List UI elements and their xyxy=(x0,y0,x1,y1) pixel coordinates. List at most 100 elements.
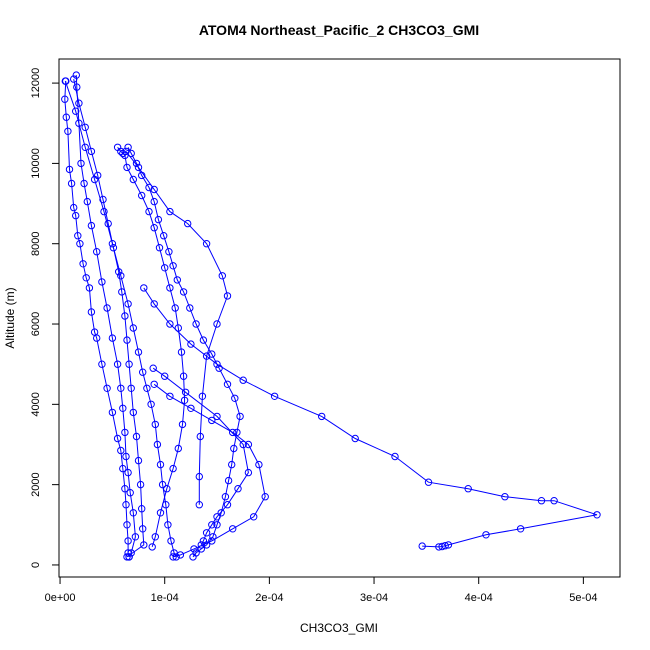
data-point xyxy=(244,468,253,477)
series-line xyxy=(72,71,140,561)
data-point xyxy=(143,384,151,392)
data-point xyxy=(129,175,138,184)
data-point xyxy=(501,493,509,501)
data-point xyxy=(103,384,111,392)
data-point xyxy=(230,444,238,453)
y-tick-label: 8000 xyxy=(30,231,42,255)
data-point xyxy=(229,525,237,533)
data-point xyxy=(255,460,263,469)
data-point xyxy=(123,336,131,344)
data-point xyxy=(124,537,132,545)
data-point xyxy=(134,348,143,356)
series-line xyxy=(61,77,133,561)
data-point xyxy=(82,274,90,282)
data-point xyxy=(61,95,69,103)
data-point xyxy=(123,163,131,172)
data-point xyxy=(122,452,130,461)
data-point xyxy=(72,211,80,220)
data-point xyxy=(99,195,107,204)
data-point xyxy=(202,240,211,248)
data-point xyxy=(537,497,546,505)
data-point xyxy=(87,147,96,156)
data-point xyxy=(167,537,175,545)
data-point xyxy=(126,489,134,497)
data-point xyxy=(127,384,135,392)
data-point xyxy=(70,203,78,212)
y-tick-label: 2000 xyxy=(30,472,42,496)
series-path xyxy=(75,75,136,558)
data-point xyxy=(108,240,117,248)
data-point xyxy=(109,244,118,252)
data-point xyxy=(166,284,174,292)
data-point xyxy=(75,99,83,107)
data-point xyxy=(189,553,197,561)
data-point xyxy=(179,288,188,296)
data-point xyxy=(129,408,138,417)
x-tick-label: 1e-04 xyxy=(151,592,179,604)
series-path xyxy=(143,287,598,548)
data-point xyxy=(192,320,200,328)
data-point xyxy=(177,348,186,356)
data-point xyxy=(80,179,88,188)
data-point xyxy=(593,511,601,519)
data-point xyxy=(187,340,195,348)
y-tick-label: 12000 xyxy=(30,68,42,99)
data-point xyxy=(153,440,162,449)
data-point xyxy=(154,215,163,224)
data-point xyxy=(231,394,239,402)
data-point xyxy=(223,380,232,388)
data-point xyxy=(115,268,123,276)
data-point xyxy=(70,75,78,83)
data-point xyxy=(169,553,177,561)
x-tick-label: 5e-04 xyxy=(569,592,597,604)
data-point xyxy=(202,352,211,360)
data-point xyxy=(318,412,326,421)
series-path xyxy=(152,367,249,546)
data-point xyxy=(229,428,237,437)
data-point xyxy=(223,501,232,509)
chart-title: ATOM4 Northeast_Pacific_2 CH3CO3_GMI xyxy=(199,22,479,38)
y-tick-label: 10000 xyxy=(30,148,42,179)
data-point xyxy=(72,71,81,79)
data-point xyxy=(197,541,206,549)
data-point xyxy=(169,464,177,473)
data-point xyxy=(158,480,167,489)
data-point xyxy=(61,77,70,85)
data-point xyxy=(131,533,140,541)
x-axis: 0e+00 1e-04 2e-04 3e-04 4e-04 5e-04 xyxy=(45,576,597,604)
series-path xyxy=(64,80,177,558)
data-point xyxy=(199,336,208,344)
data-point xyxy=(155,244,164,252)
data-point xyxy=(150,380,158,388)
data-point xyxy=(139,368,147,376)
data-point xyxy=(132,432,141,441)
data-point xyxy=(166,207,174,216)
data-point xyxy=(108,334,117,342)
data-point xyxy=(123,553,131,561)
data-point xyxy=(163,485,171,493)
data-point xyxy=(119,404,127,412)
data-point xyxy=(150,197,158,206)
data-point xyxy=(125,360,133,368)
data-point xyxy=(150,300,158,308)
data-point xyxy=(87,221,96,230)
data-point xyxy=(244,440,253,449)
data-point xyxy=(93,334,101,342)
data-point xyxy=(173,276,182,284)
x-tick-label: 0e+00 xyxy=(45,592,76,604)
data-point xyxy=(79,260,87,268)
data-point xyxy=(121,151,129,160)
series-line xyxy=(150,380,269,561)
data-point xyxy=(250,513,258,521)
data-point xyxy=(98,360,106,368)
y-axis-label: Altitude (m) xyxy=(3,287,17,348)
data-point xyxy=(148,543,156,551)
data-point xyxy=(224,476,233,485)
data-point xyxy=(121,485,129,493)
series-path xyxy=(127,147,241,558)
data-point xyxy=(217,509,225,517)
data-point xyxy=(117,147,125,156)
data-point xyxy=(113,360,122,368)
series-line xyxy=(113,143,189,551)
data-point xyxy=(550,497,558,505)
